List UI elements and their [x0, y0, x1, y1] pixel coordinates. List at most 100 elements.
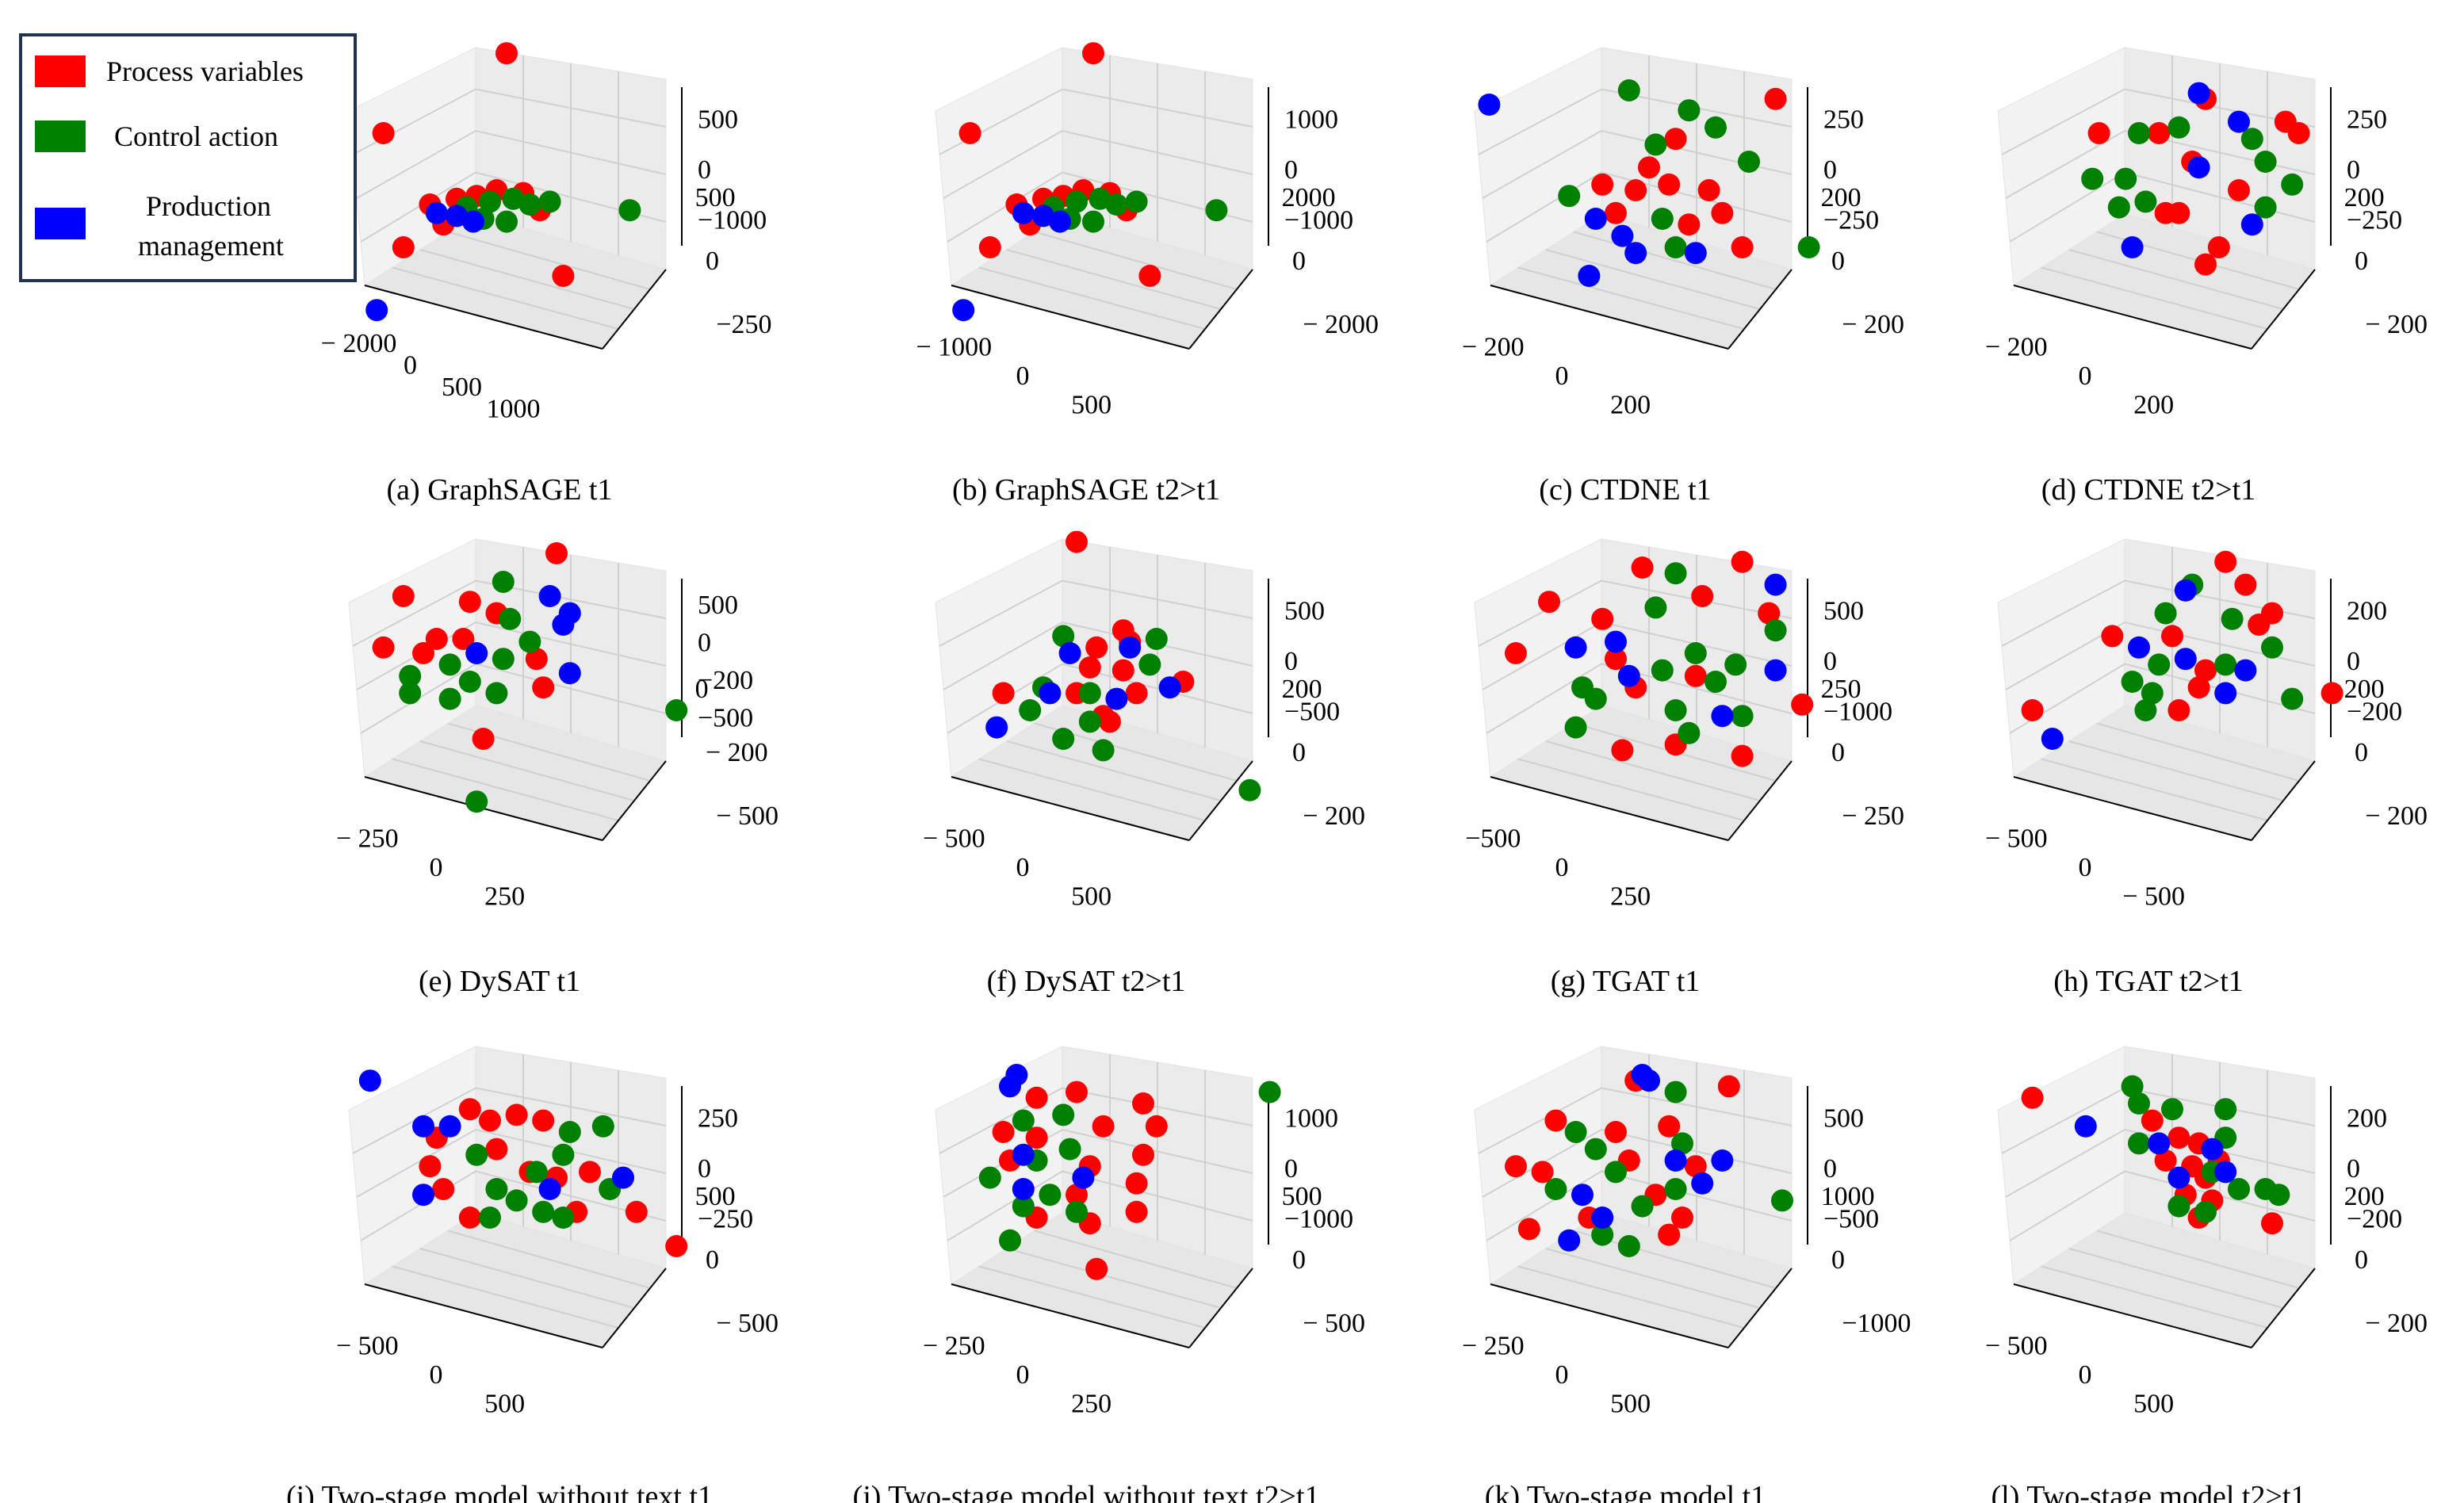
x-tick-label: 0	[430, 853, 443, 882]
gridline	[1034, 1230, 1238, 1289]
scatter-point-process	[1066, 1184, 1088, 1207]
scatter-point-process	[1025, 1126, 1048, 1149]
scatter-point-control	[479, 1207, 501, 1229]
scatter-point-control	[1019, 699, 1042, 721]
scatter-point-production	[1684, 242, 1707, 265]
scatter-point-control	[1105, 193, 1128, 216]
scatter-point-process	[1664, 128, 1687, 151]
scatter-point-control	[1617, 1235, 1640, 1257]
scatter-point-production	[358, 1069, 381, 1092]
scatter-point-control	[591, 1115, 614, 1138]
scatter-point-process	[2207, 236, 2230, 258]
scatter-point-production	[1058, 642, 1081, 664]
scatter-point-production	[412, 1184, 434, 1207]
scatter-point-process	[1605, 648, 1627, 671]
z-tick-label: 200	[2347, 597, 2387, 626]
y-tick-label: − 200	[1842, 310, 1904, 339]
scatter-point-process	[958, 122, 981, 144]
scatter-point-control	[465, 1143, 488, 1166]
y-axis-line	[602, 1268, 667, 1348]
gridline	[2068, 1248, 2284, 1309]
scatter-point-control	[1678, 99, 1701, 122]
scatter-point-process	[472, 728, 495, 750]
scatter-point-control	[1012, 1195, 1035, 1218]
x-tick-label: 200	[2133, 391, 2174, 420]
scatter-point-control	[1558, 185, 1581, 208]
scatter-point-production	[2128, 636, 2150, 659]
panel-caption: (l) Two-stage model t2>t1	[1991, 1480, 2306, 1503]
scatter-point-control	[1082, 210, 1104, 233]
y-tick-label: 0	[695, 675, 709, 704]
scatter-point-production	[1105, 687, 1128, 710]
scatter-point-process	[1731, 236, 1754, 258]
scatter-point-process	[2321, 682, 2343, 705]
panel-caption: (a) GraphSAGE t1	[387, 473, 613, 507]
x-axis-line	[1490, 776, 1729, 841]
scatter-point-process	[1791, 693, 1814, 716]
y-tick-label: 2000	[1282, 183, 1336, 212]
scatter-point-process	[479, 1109, 501, 1132]
scatter-point-production	[2214, 682, 2237, 705]
scatter-point-process	[992, 1121, 1015, 1143]
scatter-point-control	[1591, 1223, 1614, 1246]
gridline	[1517, 758, 1745, 821]
z-tick-label: −200	[2347, 1204, 2402, 1233]
x-tick-label: 0	[2079, 361, 2092, 391]
z-tick-label: 0	[1284, 1154, 1298, 1184]
scatter-point-process	[1111, 659, 1134, 682]
gridline	[2041, 266, 2268, 330]
x-axis-line	[364, 1283, 603, 1348]
gridline	[356, 1128, 667, 1198]
scatter-point-control	[1012, 1109, 1035, 1132]
x-tick-label: 500	[1071, 391, 1111, 420]
x-tick-label: − 2000	[321, 329, 397, 358]
scatter-point-control	[558, 1121, 581, 1143]
scatter-point-process	[1684, 1155, 1707, 1178]
scatter-point-production	[2187, 82, 2210, 105]
scatter-point-process	[372, 122, 395, 144]
scatter-point-production	[1764, 659, 1787, 682]
scatter-point-control	[1078, 682, 1101, 705]
x-tick-label: 500	[442, 373, 482, 402]
z-tick-label: 500	[1284, 597, 1325, 626]
z-tick-label: 0	[1284, 155, 1298, 185]
scatter-point-process	[2021, 699, 2044, 721]
gridline	[447, 231, 651, 290]
scatter-point-control	[1605, 1161, 1627, 1184]
scatter-point-production	[465, 642, 488, 664]
scatter-point-control	[1651, 659, 1674, 682]
scatter-point-production	[365, 299, 388, 322]
scatter-point-control	[1705, 116, 1727, 139]
z-tick-label: −250	[1823, 205, 1879, 235]
x-tick-label: 200	[1610, 391, 1651, 420]
scatter-point-control	[2134, 190, 2157, 213]
legend-swatch-process	[35, 55, 86, 87]
scatter-point-production	[2121, 236, 2144, 258]
gridline	[947, 171, 1253, 243]
scatter-point-process	[412, 642, 434, 664]
scatter-point-control	[1066, 190, 1088, 213]
scatter-point-production	[2214, 1161, 2237, 1184]
scatter-point-control	[2228, 1178, 2250, 1200]
scatter-point-control	[499, 607, 522, 630]
panel-caption: (e) DySAT t1	[419, 965, 580, 998]
scatter-point-process	[992, 682, 1015, 705]
z-tick-label: 0	[1823, 1154, 1837, 1184]
y-tick-label: − 200	[2365, 801, 2428, 831]
panel-caption: (d) CTDNE t2>t1	[2041, 473, 2256, 507]
y-tick-label: −250	[716, 310, 771, 339]
scatter-point-process	[495, 42, 518, 65]
gridline	[2005, 129, 2316, 199]
scatter-point-control	[1039, 1184, 1062, 1207]
scatter-point-control	[399, 664, 422, 687]
gridline	[419, 249, 635, 310]
y-tick-label: − 200	[2365, 1309, 2428, 1338]
y-axis-line	[1188, 1268, 1253, 1348]
z-tick-label: −1000	[1823, 697, 1892, 726]
scatter-point-control	[1564, 716, 1587, 739]
